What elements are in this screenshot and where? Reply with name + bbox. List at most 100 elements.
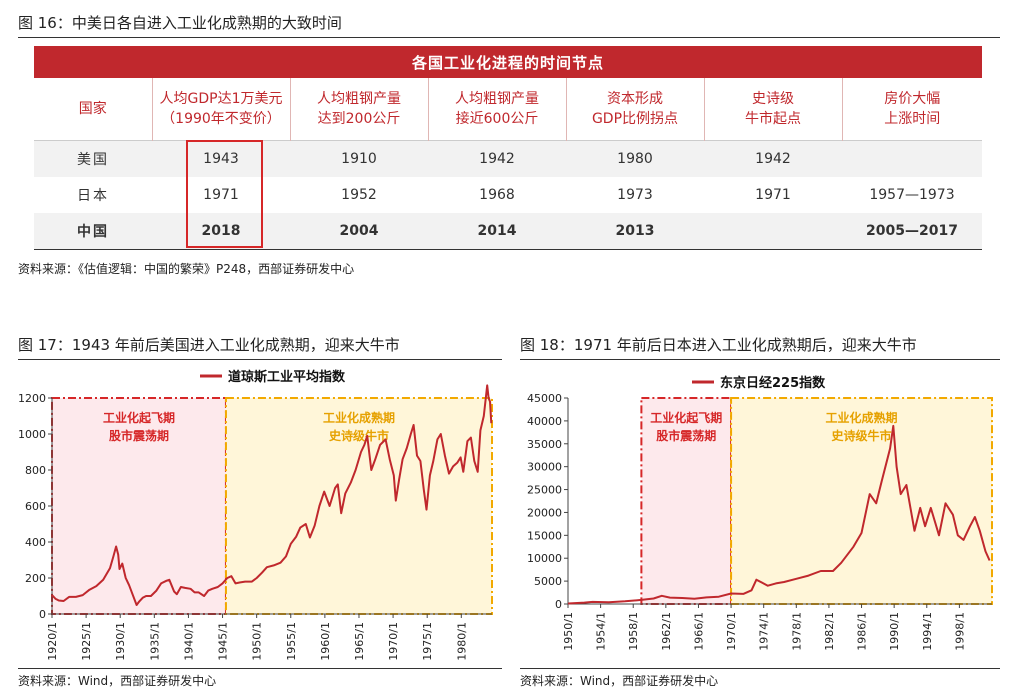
- fig18-source: 资料来源：Wind，西部证券研发中心: [520, 674, 719, 688]
- table-cell: 1971: [203, 187, 239, 203]
- nikkei-x-tick-label: 1962/1: [660, 612, 673, 651]
- table-cell: 2014: [428, 213, 566, 250]
- fig16-title: 图 16：中美日各自进入工业化成熟期的大致时间: [18, 14, 342, 32]
- fig18-title: 图 18：1971 年前后日本进入工业化成熟期后，迎来大牛市: [520, 336, 917, 354]
- table-row: 中国 2018 2004 2014 2013 2005—2017: [34, 213, 982, 250]
- table-cell: 2018: [152, 213, 290, 250]
- dow-y-tick-label: 1000: [18, 428, 46, 441]
- nikkei-x-tick-label: 1966/1: [692, 612, 705, 651]
- nikkei-y-tick-label: 20000: [527, 506, 562, 519]
- fig17-title-rule: [18, 359, 502, 360]
- fig18-bottom-rule: [520, 668, 1000, 669]
- nikkei-y-tick-label: 5000: [534, 575, 562, 588]
- table-header-cell: 资本形成 GDP比例拐点: [565, 78, 704, 141]
- fig17-bottom-rule: [18, 668, 502, 669]
- dow-region-label: 工业化成熟期: [323, 410, 395, 425]
- table-cell: 2005—2017: [842, 213, 982, 250]
- nikkei-series-line: [567, 424, 991, 605]
- table-cell: 1973: [617, 187, 653, 203]
- dow-y-tick-label: 400: [25, 536, 46, 549]
- nikkei-x-tick-label: 1974/1: [758, 612, 771, 651]
- dow-x-tick-label: 1925/1: [80, 622, 93, 661]
- dow-y-tick-label: 600: [25, 500, 46, 513]
- dow-series-line: [51, 384, 493, 606]
- dow-region-label: 工业化起飞期: [103, 410, 175, 425]
- table-cell: 1957—1973: [869, 187, 955, 203]
- table-cell: 1910: [290, 140, 428, 177]
- dow-x-tick-label: 1940/1: [182, 622, 195, 661]
- dow-x-tick-label: 1965/1: [353, 622, 366, 661]
- table-row: 美国 1943 1910 1942 1980 1942: [34, 140, 982, 177]
- table-cell: [704, 213, 842, 250]
- table-cell: 1942: [428, 140, 566, 177]
- dow-x-tick-label: 1930/1: [114, 622, 127, 661]
- dow-region-label: 股市震荡期: [109, 428, 169, 443]
- dow-legend-label: 道琼斯工业平均指数: [228, 369, 346, 385]
- dow-x-tick-label: 1970/1: [387, 622, 400, 661]
- timeline-table: 国家 人均GDP达1万美元 （1990年不变价） 人均粗钢产量 达到200公斤 人均粗钢产…: [34, 78, 982, 250]
- dow-x-tick-label: 1960/1: [319, 622, 332, 661]
- nikkei-x-tick-label: 1990/1: [888, 612, 901, 651]
- table-header-cell: 国家: [78, 101, 107, 117]
- table-cell: 1968: [479, 187, 515, 203]
- nikkei-region-label: 史诗级牛市: [832, 428, 892, 443]
- table-cell: 1980: [566, 140, 704, 177]
- nikkei-x-tick-label: 1978/1: [790, 612, 803, 651]
- fig16-title-rule: [18, 37, 1000, 38]
- table-cell: 2013: [566, 213, 704, 250]
- table-cell: 1952: [341, 187, 377, 203]
- dow-x-tick-label: 1945/1: [217, 622, 230, 661]
- country-cell: 日本: [77, 188, 109, 204]
- dow-x-tick-label: 1975/1: [421, 622, 434, 661]
- dow-y-tick-label: 200: [25, 572, 46, 585]
- table-cell: 1943: [152, 140, 290, 177]
- nikkei-y-tick-label: 25000: [527, 484, 562, 497]
- table-header-row: 国家 人均GDP达1万美元 （1990年不变价） 人均粗钢产量 达到200公斤 人均粗钢产…: [34, 78, 982, 141]
- table-cell: [842, 140, 982, 177]
- nikkei-y-tick-label: 40000: [527, 415, 562, 428]
- table-cell: 1942: [704, 140, 842, 177]
- table-cell: 2004: [290, 213, 428, 250]
- nikkei-y-tick-label: 0: [555, 598, 562, 611]
- nikkei-x-tick-label: 1994/1: [921, 612, 934, 651]
- dow-region-mature: [224, 397, 493, 615]
- country-cell: 中国: [34, 213, 152, 250]
- dow-y-tick-label: 0: [39, 608, 46, 621]
- nikkei-y-tick-label: 45000: [527, 392, 562, 405]
- fig18-title-rule: [520, 359, 1000, 360]
- nikkei-y-tick-label: 30000: [527, 461, 562, 474]
- table-body: 美国 1943 1910 1942 1980 1942 日本 1971 1952 1968 1973…: [34, 140, 982, 250]
- table-header-cell: 房价大幅 上涨时间: [841, 78, 982, 141]
- dow-y-tick-label: 1200: [18, 392, 46, 405]
- table-header-cell: 人均粗钢产量 达到200公斤: [289, 78, 428, 141]
- table-header-cell: 史诗级 牛市起点: [703, 78, 842, 141]
- table-cell: 1971: [755, 187, 791, 203]
- fig17-title: 图 17：1943 年前后美国进入工业化成熟期，迎来大牛市: [18, 336, 400, 354]
- dow-region-takeoff: [51, 397, 227, 615]
- nikkei-x-tick-label: 1970/1: [725, 612, 738, 651]
- dow-x-tick-label: 1980/1: [455, 622, 468, 661]
- dow-x-tick-label: 1920/1: [46, 622, 59, 661]
- country-cell: 美国: [34, 140, 152, 177]
- nikkei-y-tick-label: 10000: [527, 552, 562, 565]
- nikkei-x-tick-label: 1950/1: [562, 612, 575, 651]
- nikkei-y-tick-label: 35000: [527, 438, 562, 451]
- table-header-cell: 人均GDP达1万美元 （1990年不变价）: [151, 78, 290, 141]
- nikkei-region-label: 工业化成熟期: [826, 410, 898, 425]
- dow-y-tick-label: 800: [25, 464, 46, 477]
- dow-region-label: 史诗级牛市: [329, 428, 389, 443]
- nikkei-x-tick-label: 1954/1: [595, 612, 608, 651]
- fig17-source: 资料来源：Wind，西部证券研发中心: [18, 674, 217, 688]
- nikkei-x-tick-label: 1958/1: [627, 612, 640, 651]
- dow-x-tick-label: 1955/1: [285, 622, 298, 661]
- table-header-cell: 人均粗钢产量 接近600公斤: [427, 78, 566, 141]
- nikkei-region-label: 工业化起飞期: [650, 410, 722, 425]
- nikkei-x-tick-label: 1986/1: [856, 612, 869, 651]
- nikkei-region-takeoff: [640, 397, 733, 605]
- nikkei-x-tick-label: 1982/1: [823, 612, 836, 651]
- nikkei-region-label: 股市震荡期: [656, 428, 716, 443]
- fig16-source: 资料来源：《估值逻辑：中国的繁荣》P248，西部证券研发中心: [18, 262, 355, 276]
- nikkei-x-tick-label: 1998/1: [953, 612, 966, 651]
